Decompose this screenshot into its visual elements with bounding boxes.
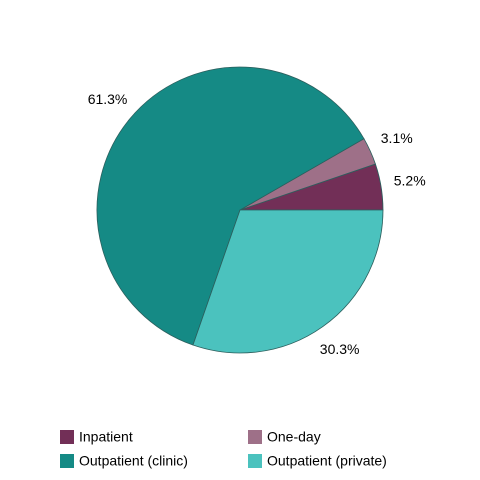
pie-slice: [96, 66, 365, 346]
legend-swatch: [248, 430, 262, 444]
data-label: 5.2%: [394, 173, 426, 189]
legend-label: Outpatient (clinic): [79, 453, 188, 469]
legend-swatch: [248, 454, 262, 468]
legend-label: Inpatient: [79, 429, 133, 445]
legend-label: Outpatient (private): [267, 453, 387, 469]
data-label: 61.3%: [88, 91, 128, 107]
legend-swatch: [60, 430, 74, 444]
pie-slice: [192, 209, 384, 354]
data-label: 30.3%: [320, 341, 360, 357]
data-label: 3.1%: [381, 130, 413, 146]
legend-label: One-day: [267, 429, 321, 445]
legend-swatch: [60, 454, 74, 468]
